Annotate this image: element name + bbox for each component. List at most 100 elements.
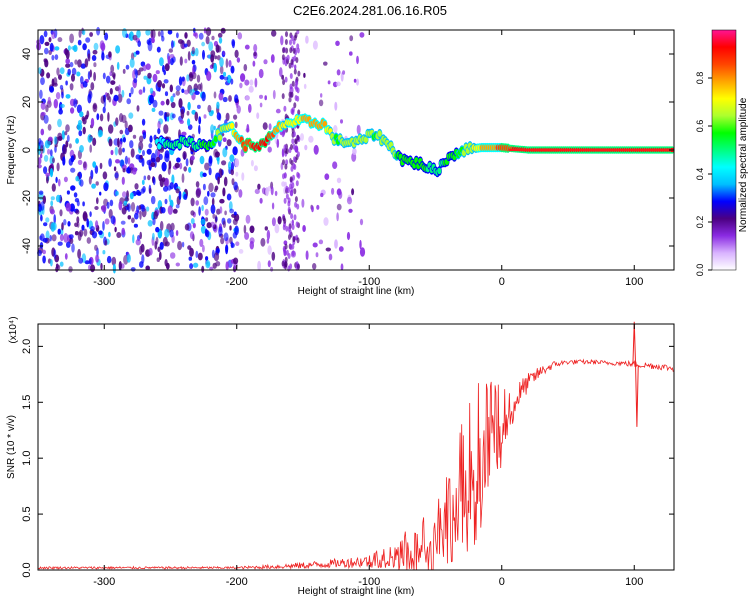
noise-blob [285, 148, 289, 155]
noise-blob [222, 96, 228, 103]
noise-blob [114, 146, 118, 156]
noise-blob [82, 117, 87, 125]
noise-blob [163, 79, 169, 84]
noise-blob [88, 91, 93, 99]
noise-blob [73, 192, 78, 198]
noise-blob [311, 205, 314, 213]
noise-blob [164, 63, 170, 72]
noise-blob [140, 243, 145, 253]
noise-blob [199, 171, 204, 178]
noise-blob [160, 100, 165, 106]
noise-blob [67, 45, 71, 51]
signal-core [217, 134, 223, 141]
snr-y-multiplier: (x10⁴) [8, 316, 19, 343]
noise-blob [171, 40, 174, 49]
noise-blob [118, 84, 121, 95]
noise-blob [271, 251, 276, 261]
noise-blob [129, 58, 135, 68]
noise-blob [57, 228, 61, 235]
noise-blob [294, 95, 298, 101]
noise-blob [281, 54, 285, 61]
noise-blob [297, 70, 301, 77]
noise-blob [318, 99, 324, 107]
noise-blob [175, 204, 180, 209]
noise-blob [282, 215, 286, 222]
noise-blob [197, 83, 202, 91]
noise-blob [224, 210, 227, 216]
noise-blob [291, 224, 295, 230]
noise-blob [115, 159, 120, 164]
noise-blob [281, 181, 286, 187]
noise-blob [295, 57, 299, 63]
signal-core [213, 135, 218, 143]
noise-blob [65, 80, 68, 86]
noise-blob [50, 259, 53, 267]
noise-blob [155, 149, 159, 158]
noise-blob [70, 107, 75, 114]
noise-blob [170, 101, 176, 109]
noise-blob [332, 161, 338, 169]
noise-blob [356, 124, 361, 135]
snr-frame [37, 323, 675, 571]
noise-blob [257, 183, 261, 190]
noise-blob [297, 109, 301, 116]
noise-blob [83, 161, 87, 169]
noise-blob [87, 53, 91, 62]
noise-blob [118, 113, 124, 123]
noise-blob [216, 101, 220, 110]
noise-blob [115, 190, 119, 196]
noise-blob [183, 89, 189, 95]
noise-blob [226, 74, 232, 84]
noise-blob [316, 204, 320, 210]
noise-blob [336, 212, 339, 222]
noise-blob [69, 83, 74, 91]
noise-blob [234, 225, 239, 236]
noise-blob [50, 196, 55, 201]
noise-blob [51, 31, 56, 40]
noise-blob [217, 176, 220, 185]
noise-blob [45, 217, 50, 223]
noise-blob [68, 234, 74, 240]
noise-blob [285, 31, 288, 38]
noise-blob [276, 138, 280, 148]
noise-blob [82, 81, 88, 88]
spectrogram-y-axis-label: Frequency (Hz) [6, 116, 17, 185]
noise-blob [201, 41, 206, 47]
colorbar-label: Normalized spectral amplitude [738, 97, 749, 232]
noise-blob [171, 113, 176, 119]
noise-blob [159, 220, 164, 231]
noise-blob [61, 91, 64, 99]
noise-blob [234, 121, 238, 129]
noise-blob [92, 49, 98, 55]
noise-blob [208, 167, 212, 176]
noise-blob [110, 64, 115, 73]
noise-blob [205, 217, 209, 222]
noise-blob [169, 182, 174, 190]
noise-blob [90, 117, 95, 128]
noise-blob [74, 231, 79, 236]
noise-blob [99, 40, 105, 50]
noise-blob [47, 96, 51, 105]
noise-blob [138, 141, 144, 151]
noise-blob [216, 208, 221, 215]
colorbar-gradient [711, 29, 737, 271]
noise-blob [205, 256, 209, 261]
noise-blob [191, 46, 195, 55]
noise-blob [52, 222, 57, 231]
noise-blob [39, 89, 43, 100]
noise-blob [71, 46, 77, 50]
noise-blob [82, 201, 85, 207]
noise-blob [323, 217, 329, 226]
noise-blob [198, 124, 201, 135]
noise-blob [150, 195, 156, 205]
noise-blob [163, 186, 169, 192]
noise-blob [195, 181, 200, 188]
noise-blob [84, 58, 89, 68]
noise-blob [216, 112, 221, 121]
noise-blob [78, 257, 84, 264]
noise-blob [266, 229, 271, 240]
noise-blob [160, 207, 166, 214]
noise-blob [64, 131, 68, 136]
noise-blob [275, 108, 281, 114]
noise-blob [104, 240, 108, 246]
